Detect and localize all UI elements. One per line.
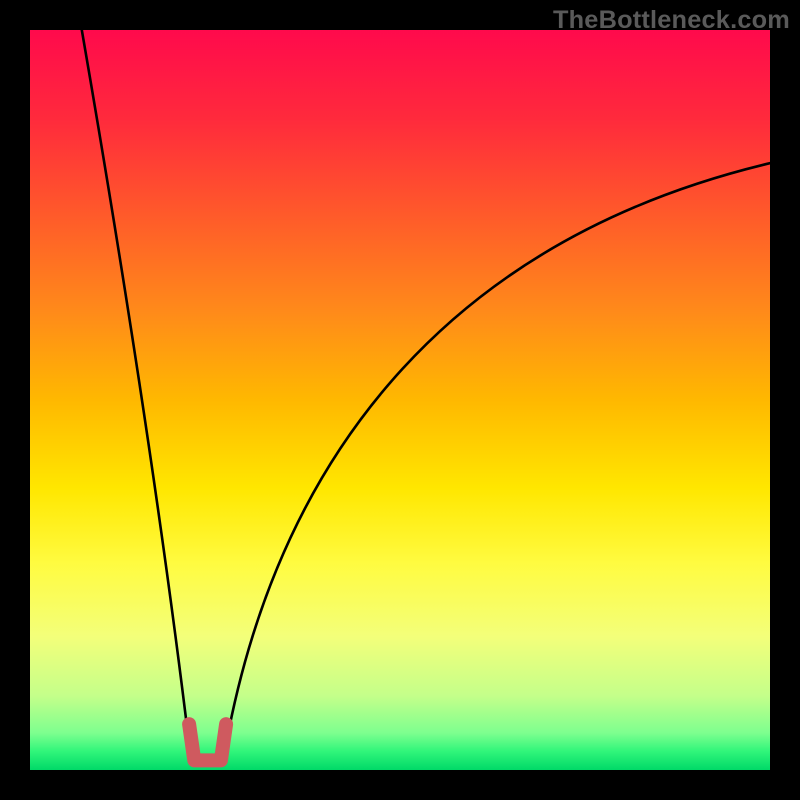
plot-area (30, 30, 770, 770)
bottleneck-chart (30, 30, 770, 770)
watermark-label: TheBottleneck.com (553, 6, 790, 35)
chart-frame: TheBottleneck.com (0, 0, 800, 800)
